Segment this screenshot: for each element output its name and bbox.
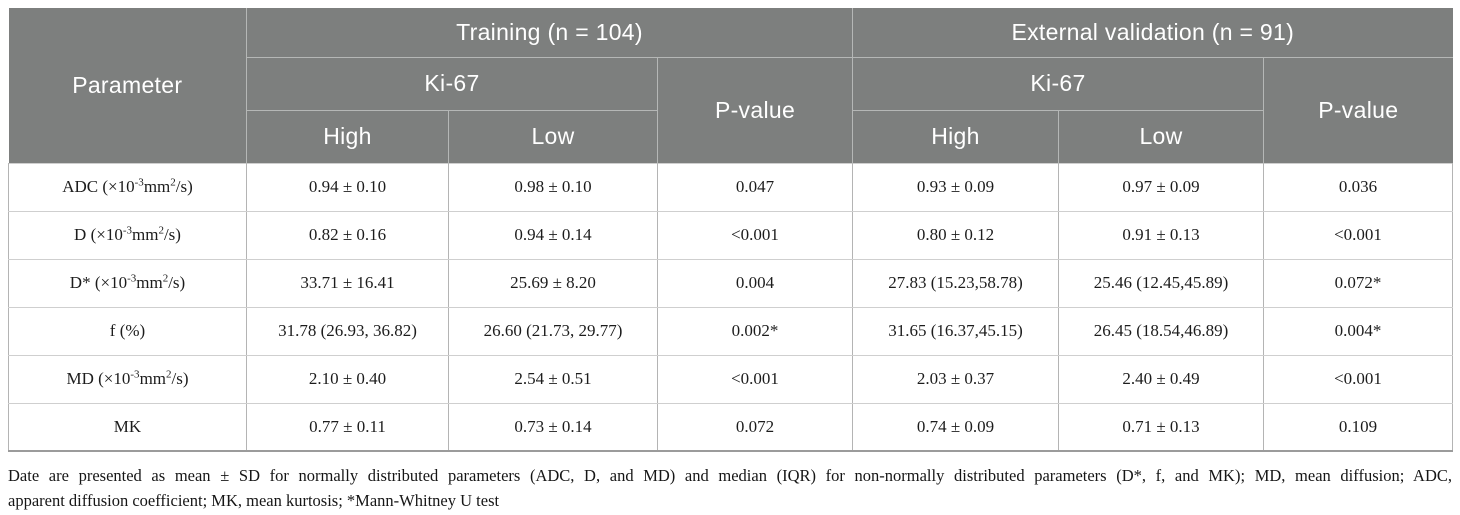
- header-ki67-training: Ki-67: [246, 57, 658, 111]
- value-cell: <0.001: [1262, 354, 1454, 404]
- header-high-external: High: [852, 110, 1059, 163]
- footnote-line-2: apparent diffusion coefficient; MK, mean…: [8, 491, 500, 510]
- header-ki67-external: Ki-67: [852, 57, 1264, 111]
- parameter-cell: MD (×10-3mm2/s): [8, 354, 247, 404]
- value-cell: 25.69 ± 8.20: [448, 258, 658, 308]
- table-row: MK 0.77 ± 0.11 0.73 ± 0.14 0.072 0.74 ± 0.09…: [8, 402, 1454, 452]
- parameter-cell: D* (×10-3mm2/s): [8, 258, 247, 308]
- value-cell: 0.74 ± 0.09: [852, 402, 1059, 452]
- value-cell: 25.46 (12.45,45.89): [1058, 258, 1264, 308]
- table-body: ADC (×10-3mm2/s) 0.94 ± 0.10 0.98 ± 0.10 0.…: [8, 162, 1454, 452]
- parameter-cell: MK: [8, 402, 247, 452]
- value-cell: 33.71 ± 16.41: [246, 258, 449, 308]
- value-cell: 31.78 (26.93, 36.82): [246, 306, 449, 356]
- value-cell: 2.10 ± 0.40: [246, 354, 449, 404]
- table-row: ADC (×10-3mm2/s) 0.94 ± 0.10 0.98 ± 0.10 0.…: [8, 162, 1454, 212]
- value-cell: 0.072: [657, 402, 853, 452]
- value-cell: 0.036: [1262, 162, 1454, 212]
- table-row: MD (×10-3mm2/s) 2.10 ± 0.40 2.54 ± 0.51 <0.…: [8, 354, 1454, 404]
- value-cell: 2.40 ± 0.49: [1058, 354, 1264, 404]
- parameter-cell: D (×10-3mm2/s): [8, 210, 247, 260]
- value-cell: 0.71 ± 0.13: [1058, 402, 1264, 452]
- value-cell: 0.73 ± 0.14: [448, 402, 658, 452]
- value-cell: 0.109: [1262, 402, 1454, 452]
- value-cell: 0.002*: [657, 306, 853, 356]
- value-cell: 0.91 ± 0.13: [1058, 210, 1264, 260]
- value-cell: <0.001: [657, 354, 853, 404]
- header-external-validation-section: External validation (n = 91): [851, 8, 1453, 58]
- value-cell: 0.94 ± 0.10: [246, 162, 449, 212]
- value-cell: 0.004*: [1262, 306, 1454, 356]
- value-cell: <0.001: [657, 210, 853, 260]
- header-training-section: Training (n = 104): [246, 8, 853, 58]
- value-cell: 0.004: [657, 258, 853, 308]
- header-low-external: Low: [1058, 110, 1264, 163]
- value-cell: 26.60 (21.73, 29.77): [448, 306, 658, 356]
- table-row: D* (×10-3mm2/s) 33.71 ± 16.41 25.69 ± 8.20…: [8, 258, 1454, 308]
- header-high-training: High: [246, 110, 449, 163]
- table-header: Parameter Training (n = 104) External va…: [8, 8, 1453, 163]
- value-cell: 0.93 ± 0.09: [852, 162, 1059, 212]
- parameter-cell: f (%): [8, 306, 247, 356]
- value-cell: 0.047: [657, 162, 853, 212]
- ki67-parameters-table: Parameter Training (n = 104) External va…: [8, 8, 1454, 452]
- value-cell: 2.03 ± 0.37: [852, 354, 1059, 404]
- value-cell: 0.072*: [1262, 258, 1454, 308]
- table-row: f (%) 31.78 (26.93, 36.82) 26.60 (21.73, 2…: [8, 306, 1454, 356]
- value-cell: 0.98 ± 0.10: [448, 162, 658, 212]
- header-parameter: Parameter: [8, 8, 247, 163]
- value-cell: 0.94 ± 0.14: [448, 210, 658, 260]
- value-cell: 0.97 ± 0.09: [1058, 162, 1264, 212]
- footnote-line-1: Date are presented as mean ± SD for norm…: [8, 466, 1452, 485]
- parameter-cell: ADC (×10-3mm2/s): [8, 162, 247, 212]
- value-cell: <0.001: [1262, 210, 1454, 260]
- value-cell: 26.45 (18.54,46.89): [1058, 306, 1264, 356]
- footnote: Date are presented as mean ± SD for norm…: [8, 463, 1452, 513]
- value-cell: 0.82 ± 0.16: [246, 210, 449, 260]
- header-pvalue-external: P-value: [1262, 57, 1453, 163]
- table-row: D (×10-3mm2/s) 0.82 ± 0.16 0.94 ± 0.14 <0.0…: [8, 210, 1454, 260]
- value-cell: 31.65 (16.37,45.15): [852, 306, 1059, 356]
- value-cell: 2.54 ± 0.51: [448, 354, 658, 404]
- value-cell: 0.77 ± 0.11: [246, 402, 449, 452]
- header-low-training: Low: [448, 110, 658, 163]
- header-pvalue-training: P-value: [657, 57, 853, 163]
- value-cell: 27.83 (15.23,58.78): [852, 258, 1059, 308]
- value-cell: 0.80 ± 0.12: [852, 210, 1059, 260]
